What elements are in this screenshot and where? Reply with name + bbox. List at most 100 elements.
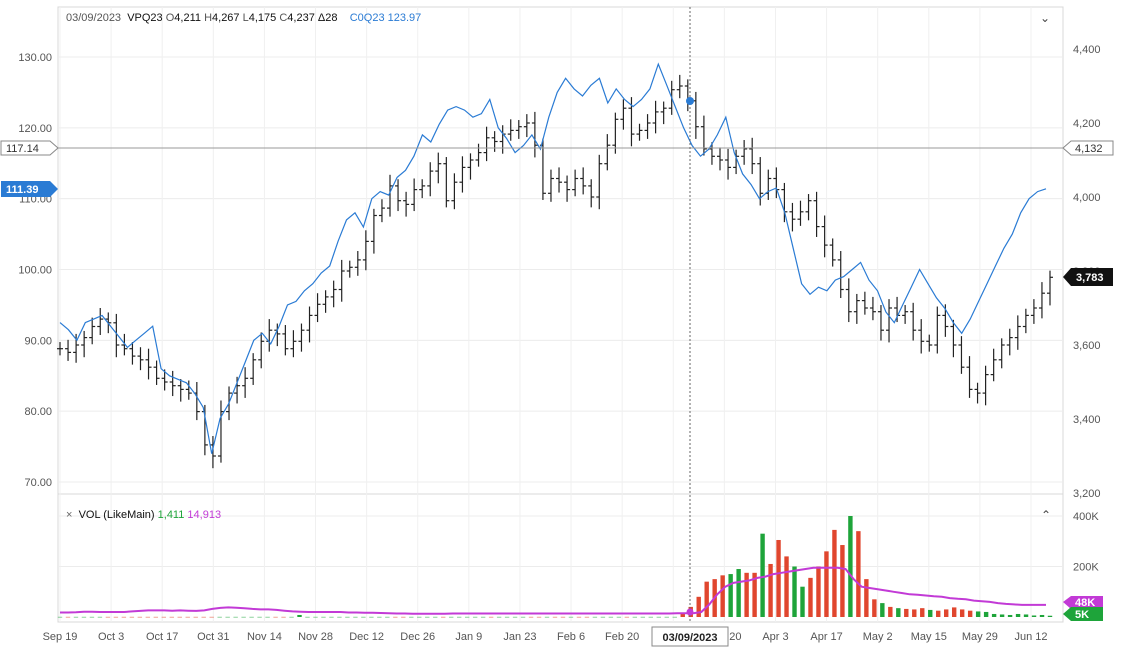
volume-bar	[417, 616, 422, 618]
legend-open: 4,211	[174, 12, 201, 24]
date-tick-label: Nov 14	[247, 631, 282, 643]
date-tick-label: Jan 9	[455, 631, 482, 643]
right-crosshair-tag: 4,132	[1062, 140, 1114, 156]
volume-bar	[792, 566, 797, 617]
volume-bar	[273, 616, 278, 618]
volume-bar	[959, 609, 965, 617]
right-tick-label: 3,400	[1073, 414, 1101, 426]
volume-bar	[991, 613, 997, 617]
volume-bar	[896, 608, 901, 617]
volume-bar	[832, 529, 837, 617]
right-tick-label: 4,000	[1073, 192, 1101, 204]
volume-bar	[249, 616, 254, 618]
volume-bar	[145, 616, 151, 618]
volume-study-label: VOL (LikeMain)	[78, 509, 155, 521]
volume-last-tag: 5K	[1063, 607, 1103, 621]
volume-bar	[912, 609, 917, 617]
volume-bar	[121, 616, 127, 618]
right-tick-label: 3,200	[1073, 488, 1101, 500]
volume-bar	[872, 599, 877, 617]
volume-bar	[944, 609, 949, 617]
right-tick-label: 4,400	[1073, 44, 1101, 56]
volume-bar	[57, 616, 63, 618]
left-tick-label: 100.00	[18, 265, 52, 277]
chevron-up-icon[interactable]: ⌃	[1041, 508, 1052, 522]
left-tick-label: 130.00	[18, 52, 52, 64]
svg-text:5K: 5K	[1075, 609, 1089, 621]
main-panel-frame	[57, 6, 1064, 495]
crosshair-date-tag: 03/09/2023	[651, 626, 729, 647]
volume-bar	[472, 616, 478, 618]
volume-bar	[528, 616, 534, 618]
volume-bar	[848, 516, 853, 617]
volume-bar	[592, 616, 598, 618]
volume-bar	[233, 616, 238, 618]
volume-tick-label: 200K	[1073, 562, 1099, 574]
volume-bar	[297, 614, 302, 617]
volume-bar	[401, 616, 406, 618]
volume-bar	[353, 616, 358, 618]
volume-bar	[744, 572, 749, 617]
volume-bar	[449, 616, 454, 618]
volume-bar	[784, 556, 789, 617]
chevron-down-icon[interactable]: ⌄	[1040, 11, 1051, 25]
date-tick-label: Oct 31	[197, 631, 229, 643]
volume-bar	[185, 616, 190, 618]
volume-bar	[656, 616, 661, 618]
legend-symbol: VPQ23	[127, 12, 163, 24]
legend-high: 4,267	[212, 12, 240, 24]
volume-bar	[928, 609, 933, 617]
volume-bar	[1007, 614, 1013, 617]
volume-bar	[664, 616, 669, 618]
volume-bar	[89, 616, 95, 618]
volume-bar	[704, 581, 709, 617]
volume-bar	[512, 616, 518, 618]
date-tick-label: Jan 23	[503, 631, 536, 643]
volume-tick-label: 400K	[1073, 511, 1099, 523]
volume-bar	[648, 616, 654, 618]
volume-bar	[496, 616, 502, 618]
date-tick-label: May 2	[863, 631, 893, 643]
volume-bar	[369, 616, 374, 618]
svg-text:117.14: 117.14	[6, 143, 39, 155]
volume-bar	[265, 616, 270, 618]
volume-bar	[241, 616, 246, 618]
volume-bar	[281, 616, 286, 618]
volume-bar	[936, 610, 941, 617]
crosshair-point	[686, 97, 694, 105]
legend-close: 4,237	[287, 12, 315, 24]
volume-bar	[329, 616, 334, 618]
volume-bar	[640, 616, 646, 618]
volume-bar	[728, 574, 733, 617]
date-tick-label: Apr 3	[762, 631, 788, 643]
volume-bar	[1031, 615, 1037, 617]
volume-bar	[321, 616, 326, 618]
date-tick-label: Sep 19	[43, 631, 78, 643]
volume-bar	[177, 616, 182, 618]
volume-bar	[864, 579, 869, 617]
volume-bar	[760, 533, 765, 617]
date-tick-label: Nov 28	[298, 631, 333, 643]
volume-bar	[840, 545, 845, 617]
ohlc-bars	[57, 74, 1053, 469]
volume-bar	[696, 596, 701, 617]
volume-bar	[345, 616, 350, 618]
volume-bar	[951, 607, 957, 617]
volume-bar	[97, 616, 103, 618]
date-tick-label: Dec 26	[400, 631, 435, 643]
volume-bar	[816, 566, 821, 617]
volume-bar	[225, 616, 230, 618]
volume-bar	[464, 616, 470, 618]
volume-bar	[313, 616, 318, 618]
close-icon[interactable]: ×	[66, 509, 73, 521]
left-tick-label: 90.00	[24, 335, 52, 347]
volume-bar	[888, 606, 893, 617]
legend-change: Δ28	[317, 12, 338, 24]
date-tick-label: Oct 3	[98, 631, 124, 643]
volume-average-line	[60, 566, 1046, 615]
volume-bar	[1015, 613, 1021, 617]
crosshair-volume-point	[686, 608, 694, 616]
volume-axis: 400K 200K	[1073, 511, 1099, 574]
volume-bar	[560, 616, 566, 618]
